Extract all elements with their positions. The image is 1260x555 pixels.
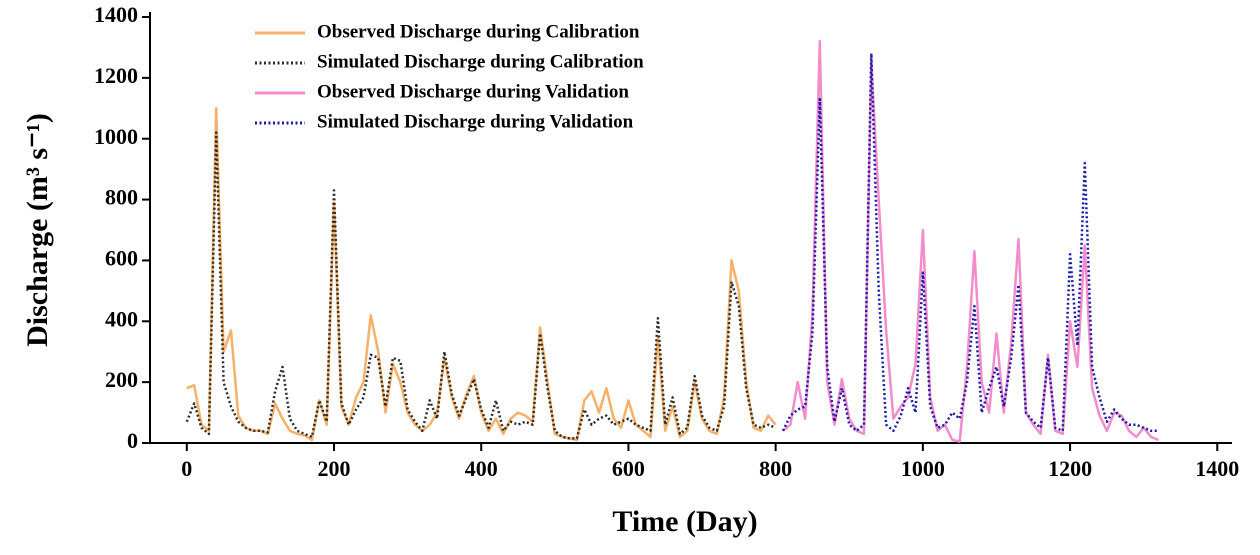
y-tick-label: 1400 bbox=[94, 2, 138, 27]
series-line bbox=[186, 107, 777, 442]
x-tick-label: 1000 bbox=[901, 456, 945, 481]
y-axis-title: Discharge (m³ s⁻¹) bbox=[21, 113, 54, 347]
legend-label: Simulated Discharge during Calibration bbox=[317, 51, 644, 72]
y-tick-label: 1000 bbox=[94, 124, 138, 149]
x-tick-label: 1400 bbox=[1195, 456, 1239, 481]
legend-label: Simulated Discharge during Validation bbox=[317, 111, 634, 132]
y-tick-label: 800 bbox=[105, 185, 138, 210]
y-tick-label: 1200 bbox=[94, 63, 138, 88]
x-tick-label: 0 bbox=[181, 456, 192, 481]
series-line bbox=[781, 52, 1159, 433]
legend-label: Observed Discharge during Validation bbox=[317, 81, 629, 102]
series-line bbox=[782, 40, 1159, 443]
legend-label: Observed Discharge during Calibration bbox=[317, 21, 640, 42]
y-tick-label: 200 bbox=[105, 367, 138, 392]
x-tick-label: 800 bbox=[759, 456, 792, 481]
y-tick-label: 400 bbox=[105, 306, 138, 331]
x-tick-label: 200 bbox=[318, 456, 351, 481]
x-axis-title: Time (Day) bbox=[612, 505, 757, 538]
y-tick-label: 0 bbox=[127, 428, 138, 453]
y-tick-label: 600 bbox=[105, 245, 138, 270]
x-tick-label: 400 bbox=[465, 456, 498, 481]
x-tick-label: 1200 bbox=[1048, 456, 1092, 481]
series-line bbox=[185, 131, 777, 440]
x-tick-label: 600 bbox=[612, 456, 645, 481]
